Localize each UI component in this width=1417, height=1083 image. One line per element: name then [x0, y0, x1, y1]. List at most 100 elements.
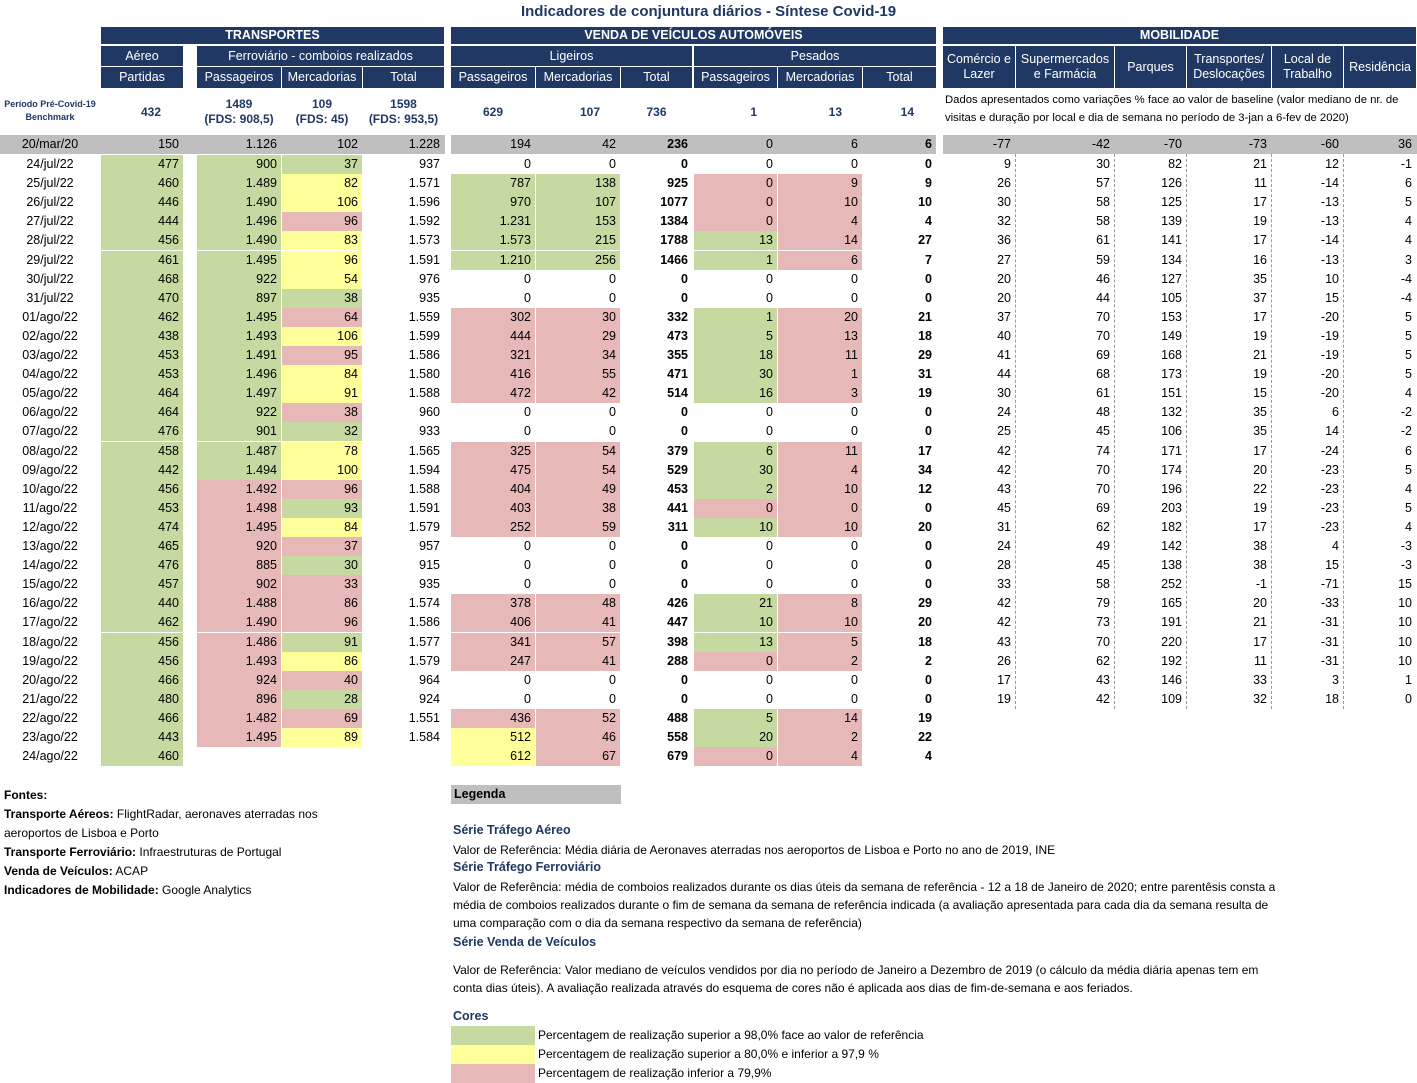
mob-cell: 6 [1405, 176, 1412, 191]
legenda-fer-text: Valor de Referência: média de comboios r… [453, 880, 1276, 930]
table-cell-pt: 7 [925, 252, 932, 267]
table-cell-fm: 96 [282, 479, 362, 499]
table-cell-lm: 30 [536, 307, 620, 327]
table-cell-pp: 0 [766, 672, 773, 687]
mob-cell: -14 [1320, 176, 1339, 191]
table-cell-lp: 1.231 [451, 212, 535, 232]
table-cell-lp: 0 [524, 577, 531, 592]
table-cell-fp: 1.493 [197, 326, 281, 346]
table-cell-lp: 378 [451, 594, 535, 614]
mob-cell: 134 [1161, 252, 1182, 267]
table-cell-a: 474 [101, 517, 183, 537]
table-cell-pt: 9 [925, 176, 932, 191]
mob-cell: -2 [1400, 424, 1412, 439]
mob-cell: 15 [1398, 577, 1412, 592]
ref-lig-total: 236 [667, 137, 688, 151]
ref-band-1 [0, 135, 445, 154]
table-cell-ft: 1.591 [408, 252, 440, 267]
mob-cell: 6 [1405, 443, 1412, 458]
table-cell-d: 23/ago/22 [22, 730, 78, 744]
table-cell-a: 460 [101, 747, 183, 767]
mob-cell: 70 [1096, 328, 1110, 343]
table-cell-pp: 0 [766, 157, 773, 171]
mob-cell: 10 [1398, 615, 1412, 630]
table-cell-pp: 30 [694, 365, 777, 385]
mob-cell: 203 [1161, 500, 1182, 515]
table-cell-pm: 4 [778, 460, 862, 480]
benchmark-fer-total-value: 1598 [390, 97, 417, 111]
table-cell-d: 29/jul/22 [26, 252, 74, 267]
header-aereo: Aéreo [101, 46, 183, 66]
ref-mob-cell: -42 [1091, 137, 1110, 151]
mob-cell: 127 [1161, 271, 1182, 286]
table-cell-a: 458 [101, 441, 183, 461]
table-cell-pt: 19 [918, 710, 932, 725]
mob-cell: 79 [1096, 596, 1110, 611]
table-cell-pm: 10 [778, 479, 862, 499]
table-cell-a: 480 [101, 689, 183, 709]
mob-cell: 82 [1168, 157, 1182, 171]
table-cell-fm: 106 [282, 326, 362, 346]
mob-cell: 43 [1096, 672, 1110, 687]
mob-cell: 17 [1253, 195, 1267, 210]
table-cell-lm: 0 [609, 691, 616, 706]
table-cell-fm: 69 [282, 708, 362, 728]
table-cell-fp: 1.491 [197, 346, 281, 365]
mob-cell: 15 [1325, 290, 1339, 305]
table-cell-d: 19/ago/22 [22, 653, 78, 668]
legenda-veiculos-heading: Série Venda de Veículos [453, 935, 597, 949]
mob-cell: -13 [1320, 214, 1339, 229]
mob-cell: -4 [1400, 290, 1412, 305]
table-cell-d: 08/ago/22 [22, 443, 78, 458]
table-cell-lm: 46 [536, 728, 620, 747]
table-cell-lp: 1.573 [451, 231, 535, 251]
table-cell-a: 438 [101, 326, 183, 346]
table-cell-lm: 0 [609, 290, 616, 305]
table-cell-ft: 935 [419, 290, 440, 305]
mob-cell: 68 [1096, 367, 1110, 382]
table-cell-a: 453 [101, 498, 183, 518]
mob-cell: 174 [1161, 462, 1182, 477]
table-cell-fm: 54 [282, 269, 362, 289]
table-cell-pm: 9 [778, 174, 862, 194]
table-cell-ft: 1.579 [408, 653, 440, 668]
table-cell-ft: 964 [419, 672, 440, 687]
table-cell-lm: 34 [536, 346, 620, 365]
table-cell-lm: 0 [609, 672, 616, 687]
mob-cell: 22 [1253, 481, 1267, 496]
mob-cell: -3 [1400, 539, 1412, 553]
mob-cell: 146 [1161, 672, 1182, 687]
mob-cell: 132 [1161, 405, 1182, 420]
table-cell-pp: 10 [694, 517, 777, 537]
benchmark-lig-merc: 107 [579, 104, 600, 119]
benchmark-fer-pass: 1489 (FDS: 908,5) [197, 92, 281, 132]
mob-sep [1343, 154, 1344, 709]
table-cell-pm: 2 [778, 651, 862, 671]
table-cell-pt: 18 [918, 328, 932, 343]
mob-cell: 40 [997, 328, 1011, 343]
table-cell-lp: 406 [451, 613, 535, 633]
table-cell-fm: 30 [282, 556, 362, 576]
table-cell-fm: 37 [282, 537, 362, 556]
fontes-item: Venda de Veículos: ACAP [4, 864, 149, 878]
table-cell-lt: 0 [681, 424, 688, 439]
mob-cell: -20 [1320, 309, 1339, 324]
mob-cell: 61 [1096, 386, 1110, 401]
table-cell-fm: 84 [282, 517, 362, 537]
table-cell-d: 30/jul/22 [26, 271, 74, 286]
table-cell-a: 466 [101, 708, 183, 728]
table-cell-pt: 34 [918, 462, 932, 477]
table-cell-d: 20/ago/22 [22, 672, 78, 687]
table-cell-lt: 0 [681, 405, 688, 420]
table-cell-fm: 64 [282, 307, 362, 327]
header-ferroviario: Ferroviário - comboios realizados [197, 46, 444, 66]
mob-cell: 58 [1096, 577, 1110, 592]
benchmark-label: Período Pré-Covid-19 Benchmark [4, 99, 96, 122]
table-cell-pt: 0 [925, 157, 932, 171]
table-cell-pp: 0 [766, 405, 773, 420]
table-cell-pt: 12 [918, 481, 932, 496]
benchmark-fer-total: 1598 (FDS: 953,5) [363, 92, 444, 132]
table-cell-pm: 0 [851, 290, 858, 305]
table-cell-fp: 902 [197, 575, 281, 595]
fontes-item: Transporte Ferroviário: Infraestruturas … [4, 845, 282, 859]
